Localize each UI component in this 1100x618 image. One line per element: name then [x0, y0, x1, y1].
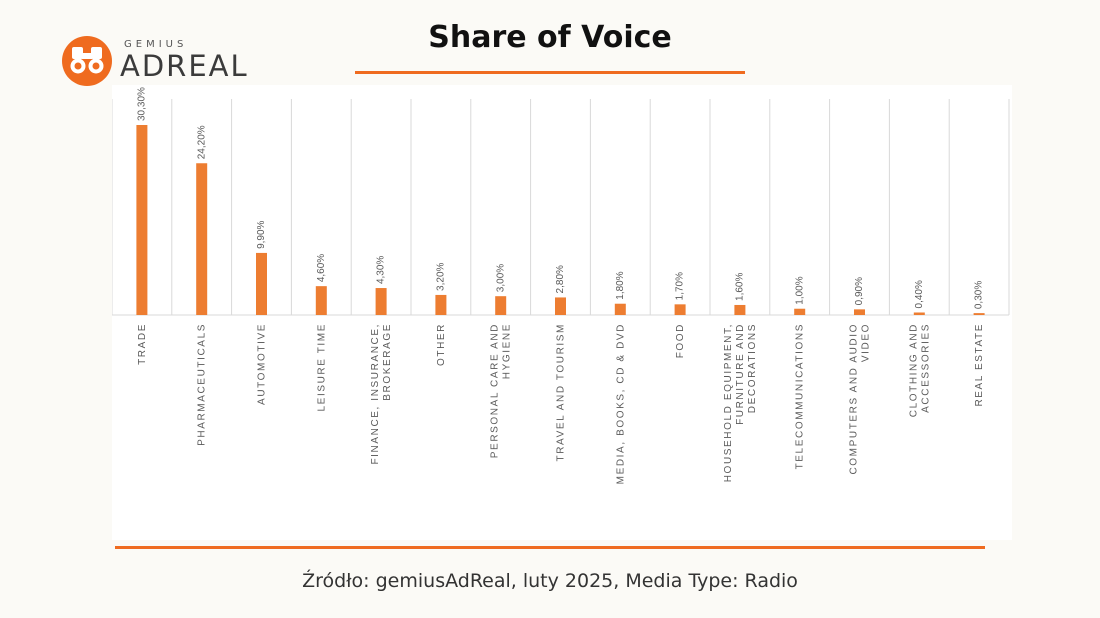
- bar: [435, 294, 447, 315]
- data-label: 3,20%: [436, 262, 447, 290]
- category-label: AUTOMOTIVE: [256, 323, 267, 405]
- data-label: 1,00%: [794, 276, 805, 304]
- logo-big-text: ADREAL: [120, 49, 249, 83]
- category-label: PHARMACEUTICALS: [196, 323, 207, 446]
- category-label-line: REAL ESTATE: [974, 323, 985, 407]
- bar: [794, 308, 806, 315]
- bar: [854, 309, 865, 315]
- category-label: COMPUTERS AND AUDIOVIDEO: [848, 323, 871, 475]
- share-of-voice-chart: 30,30% TRADE 24,20% PHARMACEUTICALS 9,90% AUT…: [112, 87, 1010, 484]
- title-underline: [355, 71, 745, 74]
- category-label-line: COMPUTERS AND AUDIO: [848, 323, 859, 475]
- data-label: 24,20%: [196, 125, 207, 159]
- logo-small-text: GEMIUS: [124, 39, 188, 50]
- adreal-logo: GEMIUS ADREAL: [62, 36, 252, 88]
- data-label: 1,70%: [675, 272, 686, 300]
- data-label: 0,40%: [914, 280, 925, 308]
- category-label-line: FURNITURE AND: [735, 323, 746, 425]
- bar: [256, 252, 267, 315]
- bottom-divider: [115, 546, 985, 549]
- category-label: PERSONAL CARE ANDHYGIENE: [489, 323, 512, 458]
- data-label: 4,30%: [376, 256, 387, 284]
- category-label-line: LEISURE TIME: [316, 323, 327, 411]
- category-label-line: CLOTHING AND: [908, 323, 919, 417]
- category-label: TELECOMMUNICATIONS: [794, 323, 805, 469]
- category-label: CLOTHING ANDACCESSORIES: [908, 323, 931, 417]
- data-label: 2,80%: [555, 265, 566, 293]
- category-label: FINANCE, INSURANCE,BROKERAGE: [370, 323, 393, 465]
- category-label-line: MEDIA, BOOKS, CD & DVD: [615, 323, 626, 484]
- category-label-line: PHARMACEUTICALS: [196, 323, 207, 446]
- bar: [674, 304, 686, 315]
- category-label-line: VIDEO: [860, 323, 871, 362]
- category-label: REAL ESTATE: [974, 323, 985, 407]
- bar: [734, 304, 746, 315]
- bar: [196, 163, 208, 315]
- category-label-line: TELECOMMUNICATIONS: [794, 323, 805, 469]
- category-label-line: HOUSEHOLD EQUIPMENT,: [723, 323, 734, 482]
- data-label: 0,30%: [974, 281, 985, 309]
- category-label: HOUSEHOLD EQUIPMENT,FURNITURE ANDDECORAT…: [723, 323, 758, 482]
- category-label: OTHER: [436, 323, 447, 366]
- data-label: 3,00%: [495, 264, 506, 292]
- bar: [375, 288, 387, 315]
- source-note: Źródło: gemiusAdReal, luty 2025, Media T…: [302, 570, 798, 592]
- category-label-line: FOOD: [675, 323, 686, 358]
- bar: [913, 312, 925, 315]
- chart-panel: 30,30% TRADE 24,20% PHARMACEUTICALS 9,90% AUT…: [112, 85, 1012, 540]
- category-label: TRAVEL AND TOURISM: [555, 323, 566, 461]
- category-label-line: DECORATIONS: [747, 323, 758, 413]
- data-label: 1,60%: [735, 273, 746, 301]
- bar: [495, 296, 507, 315]
- category-label: TRADE: [137, 323, 148, 365]
- category-label: LEISURE TIME: [316, 323, 327, 411]
- data-label: 1,80%: [615, 271, 626, 299]
- bar: [614, 303, 626, 315]
- category-label: FOOD: [675, 323, 686, 358]
- bar: [973, 313, 985, 315]
- category-label-line: AUTOMOTIVE: [256, 323, 267, 405]
- category-label-line: FINANCE, INSURANCE,: [370, 323, 381, 465]
- category-label: MEDIA, BOOKS, CD & DVD: [615, 323, 626, 484]
- binoculars-icon: [62, 36, 112, 86]
- category-label-line: HYGIENE: [501, 323, 512, 379]
- category-label-line: ACCESSORIES: [920, 323, 931, 413]
- category-label-line: PERSONAL CARE AND: [489, 323, 500, 458]
- category-label-line: TRAVEL AND TOURISM: [555, 323, 566, 461]
- page-title: Share of Voice: [428, 20, 672, 55]
- category-label-line: TRADE: [137, 323, 148, 365]
- data-label: 30,30%: [137, 87, 148, 121]
- bar: [136, 125, 148, 315]
- bar: [315, 286, 327, 315]
- data-label: 0,90%: [854, 277, 865, 305]
- category-label-line: OTHER: [436, 323, 447, 366]
- data-label: 4,60%: [316, 254, 327, 282]
- bar: [555, 297, 566, 315]
- data-label: 9,90%: [256, 220, 267, 248]
- category-label-line: BROKERAGE: [382, 323, 393, 401]
